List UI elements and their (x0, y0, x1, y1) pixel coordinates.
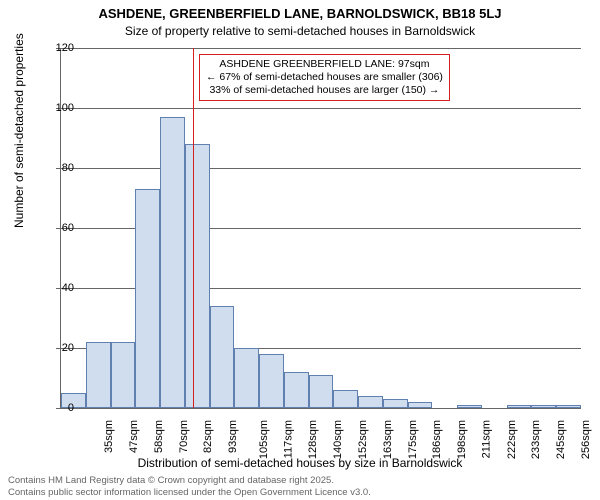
xtick-label: 70sqm (178, 420, 190, 453)
xtick-label: 186sqm (431, 420, 443, 459)
histogram-bar (309, 375, 334, 408)
footer-line1: Contains HM Land Registry data © Crown c… (8, 475, 371, 486)
histogram-bar (259, 354, 284, 408)
histogram-bar (358, 396, 383, 408)
gridline (61, 108, 581, 109)
xtick-label: 256sqm (580, 420, 592, 459)
chart-title-sub: Size of property relative to semi-detach… (0, 24, 600, 38)
histogram-bar (185, 144, 210, 408)
ytick-label: 20 (44, 342, 74, 354)
histogram-bar (383, 399, 408, 408)
y-axis-label: Number of semi-detached properties (12, 33, 26, 228)
xtick-label: 105sqm (258, 420, 270, 459)
histogram-bar (284, 372, 309, 408)
annotation-line3: 33% of semi-detached houses are larger (… (206, 84, 443, 97)
xtick-label: 47sqm (128, 420, 140, 453)
xtick-label: 35sqm (103, 420, 115, 453)
xtick-label: 117sqm (282, 420, 294, 458)
ytick-label: 120 (44, 42, 74, 54)
annotation-line2: ← 67% of semi-detached houses are smalle… (206, 71, 443, 84)
histogram-bar (507, 405, 532, 408)
histogram-bar (333, 390, 358, 408)
histogram-bar (210, 306, 235, 408)
xtick-label: 58sqm (153, 420, 165, 453)
xtick-label: 198sqm (456, 420, 468, 459)
histogram-bar (86, 342, 111, 408)
xtick-label: 211sqm (480, 420, 492, 458)
annotation-line1: ASHDENE GREENBERFIELD LANE: 97sqm (206, 58, 443, 71)
ytick-label: 80 (44, 162, 74, 174)
plot-area: ASHDENE GREENBERFIELD LANE: 97sqm ← 67% … (60, 48, 581, 409)
histogram-bar (160, 117, 185, 408)
ytick-label: 0 (44, 402, 74, 414)
ytick-label: 60 (44, 222, 74, 234)
ytick-label: 100 (44, 102, 74, 114)
xtick-label: 93sqm (227, 420, 239, 453)
marker-line (193, 48, 194, 408)
footer-attribution: Contains HM Land Registry data © Crown c… (8, 475, 371, 498)
xtick-label: 152sqm (357, 420, 369, 459)
histogram-bar (234, 348, 259, 408)
histogram-bar (111, 342, 136, 408)
xtick-label: 245sqm (555, 420, 567, 459)
xtick-label: 233sqm (530, 420, 542, 459)
xtick-label: 175sqm (407, 420, 419, 459)
histogram-bar (556, 405, 581, 408)
histogram-bar (408, 402, 433, 408)
xtick-label: 222sqm (506, 420, 518, 459)
xtick-label: 128sqm (308, 420, 320, 459)
histogram-bar (457, 405, 482, 408)
xtick-label: 140sqm (332, 420, 344, 459)
chart-container: ASHDENE, GREENBERFIELD LANE, BARNOLDSWIC… (0, 0, 600, 500)
histogram-bar (531, 405, 556, 408)
gridline (61, 48, 581, 49)
gridline (61, 168, 581, 169)
histogram-bar (135, 189, 160, 408)
xtick-label: 82sqm (202, 420, 214, 453)
annotation-box: ASHDENE GREENBERFIELD LANE: 97sqm ← 67% … (199, 54, 450, 101)
footer-line2: Contains public sector information licen… (8, 487, 371, 498)
chart-title-main: ASHDENE, GREENBERFIELD LANE, BARNOLDSWIC… (0, 6, 600, 21)
ytick-label: 40 (44, 282, 74, 294)
xtick-label: 163sqm (382, 420, 394, 459)
